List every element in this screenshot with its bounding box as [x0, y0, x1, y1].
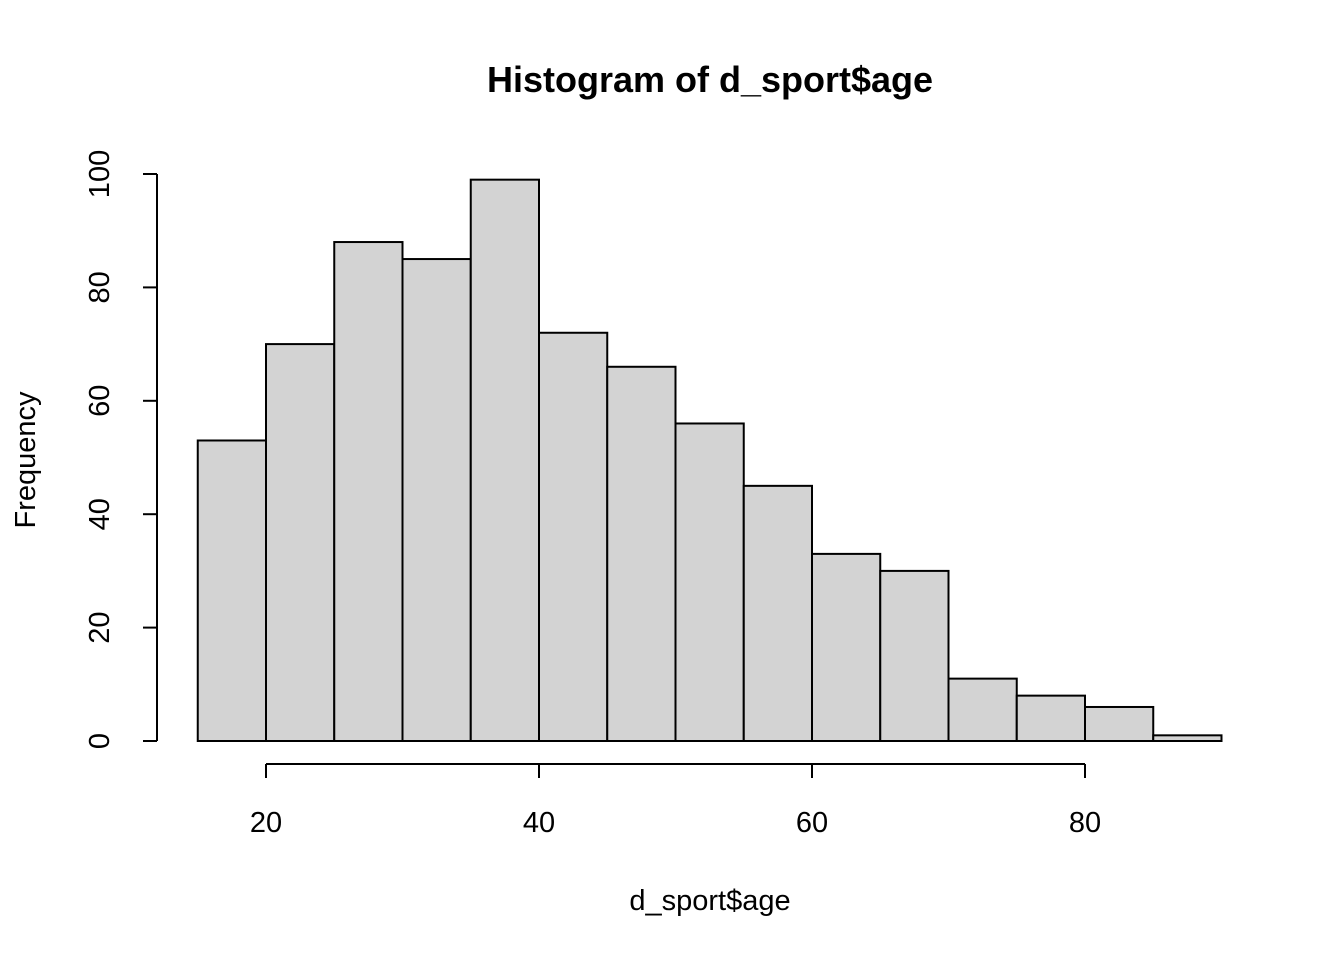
y-tick-label: 100 — [84, 150, 116, 198]
chart-title: Histogram of d_sport$age — [487, 59, 933, 100]
x-tick-label: 60 — [796, 807, 828, 839]
y-tick-label: 0 — [84, 733, 116, 749]
histogram-bar — [606, 365, 677, 742]
y-tick-label: 60 — [84, 385, 116, 417]
y-tick-label: 40 — [84, 498, 116, 530]
x-tick-label: 20 — [250, 807, 282, 839]
y-axis-label: Frequency — [10, 391, 42, 529]
histogram-bar — [879, 569, 950, 743]
histogram-bar — [742, 484, 813, 742]
histogram-bar — [1152, 734, 1223, 743]
histogram-bar — [947, 677, 1018, 743]
histogram-bar — [401, 258, 472, 742]
histogram-bar — [1084, 705, 1155, 742]
histogram-bar — [196, 439, 267, 742]
x-axis: 20 40 60 80 — [250, 763, 1101, 839]
histogram-bar — [469, 178, 540, 743]
bars-group — [196, 178, 1223, 743]
histogram-bar — [333, 241, 404, 742]
histogram-bar — [538, 331, 609, 742]
histogram-bar — [1015, 694, 1086, 743]
histogram-bar — [811, 552, 882, 743]
x-tick-label: 40 — [523, 807, 555, 839]
y-tick-label: 20 — [84, 611, 116, 643]
histogram-bar — [265, 343, 336, 742]
x-tick-label: 80 — [1069, 807, 1101, 839]
histogram-bar — [674, 422, 745, 742]
x-axis-label: d_sport$age — [629, 885, 790, 917]
y-tick-label: 80 — [84, 271, 116, 303]
y-axis: 0 20 40 60 80 100 — [84, 150, 158, 749]
